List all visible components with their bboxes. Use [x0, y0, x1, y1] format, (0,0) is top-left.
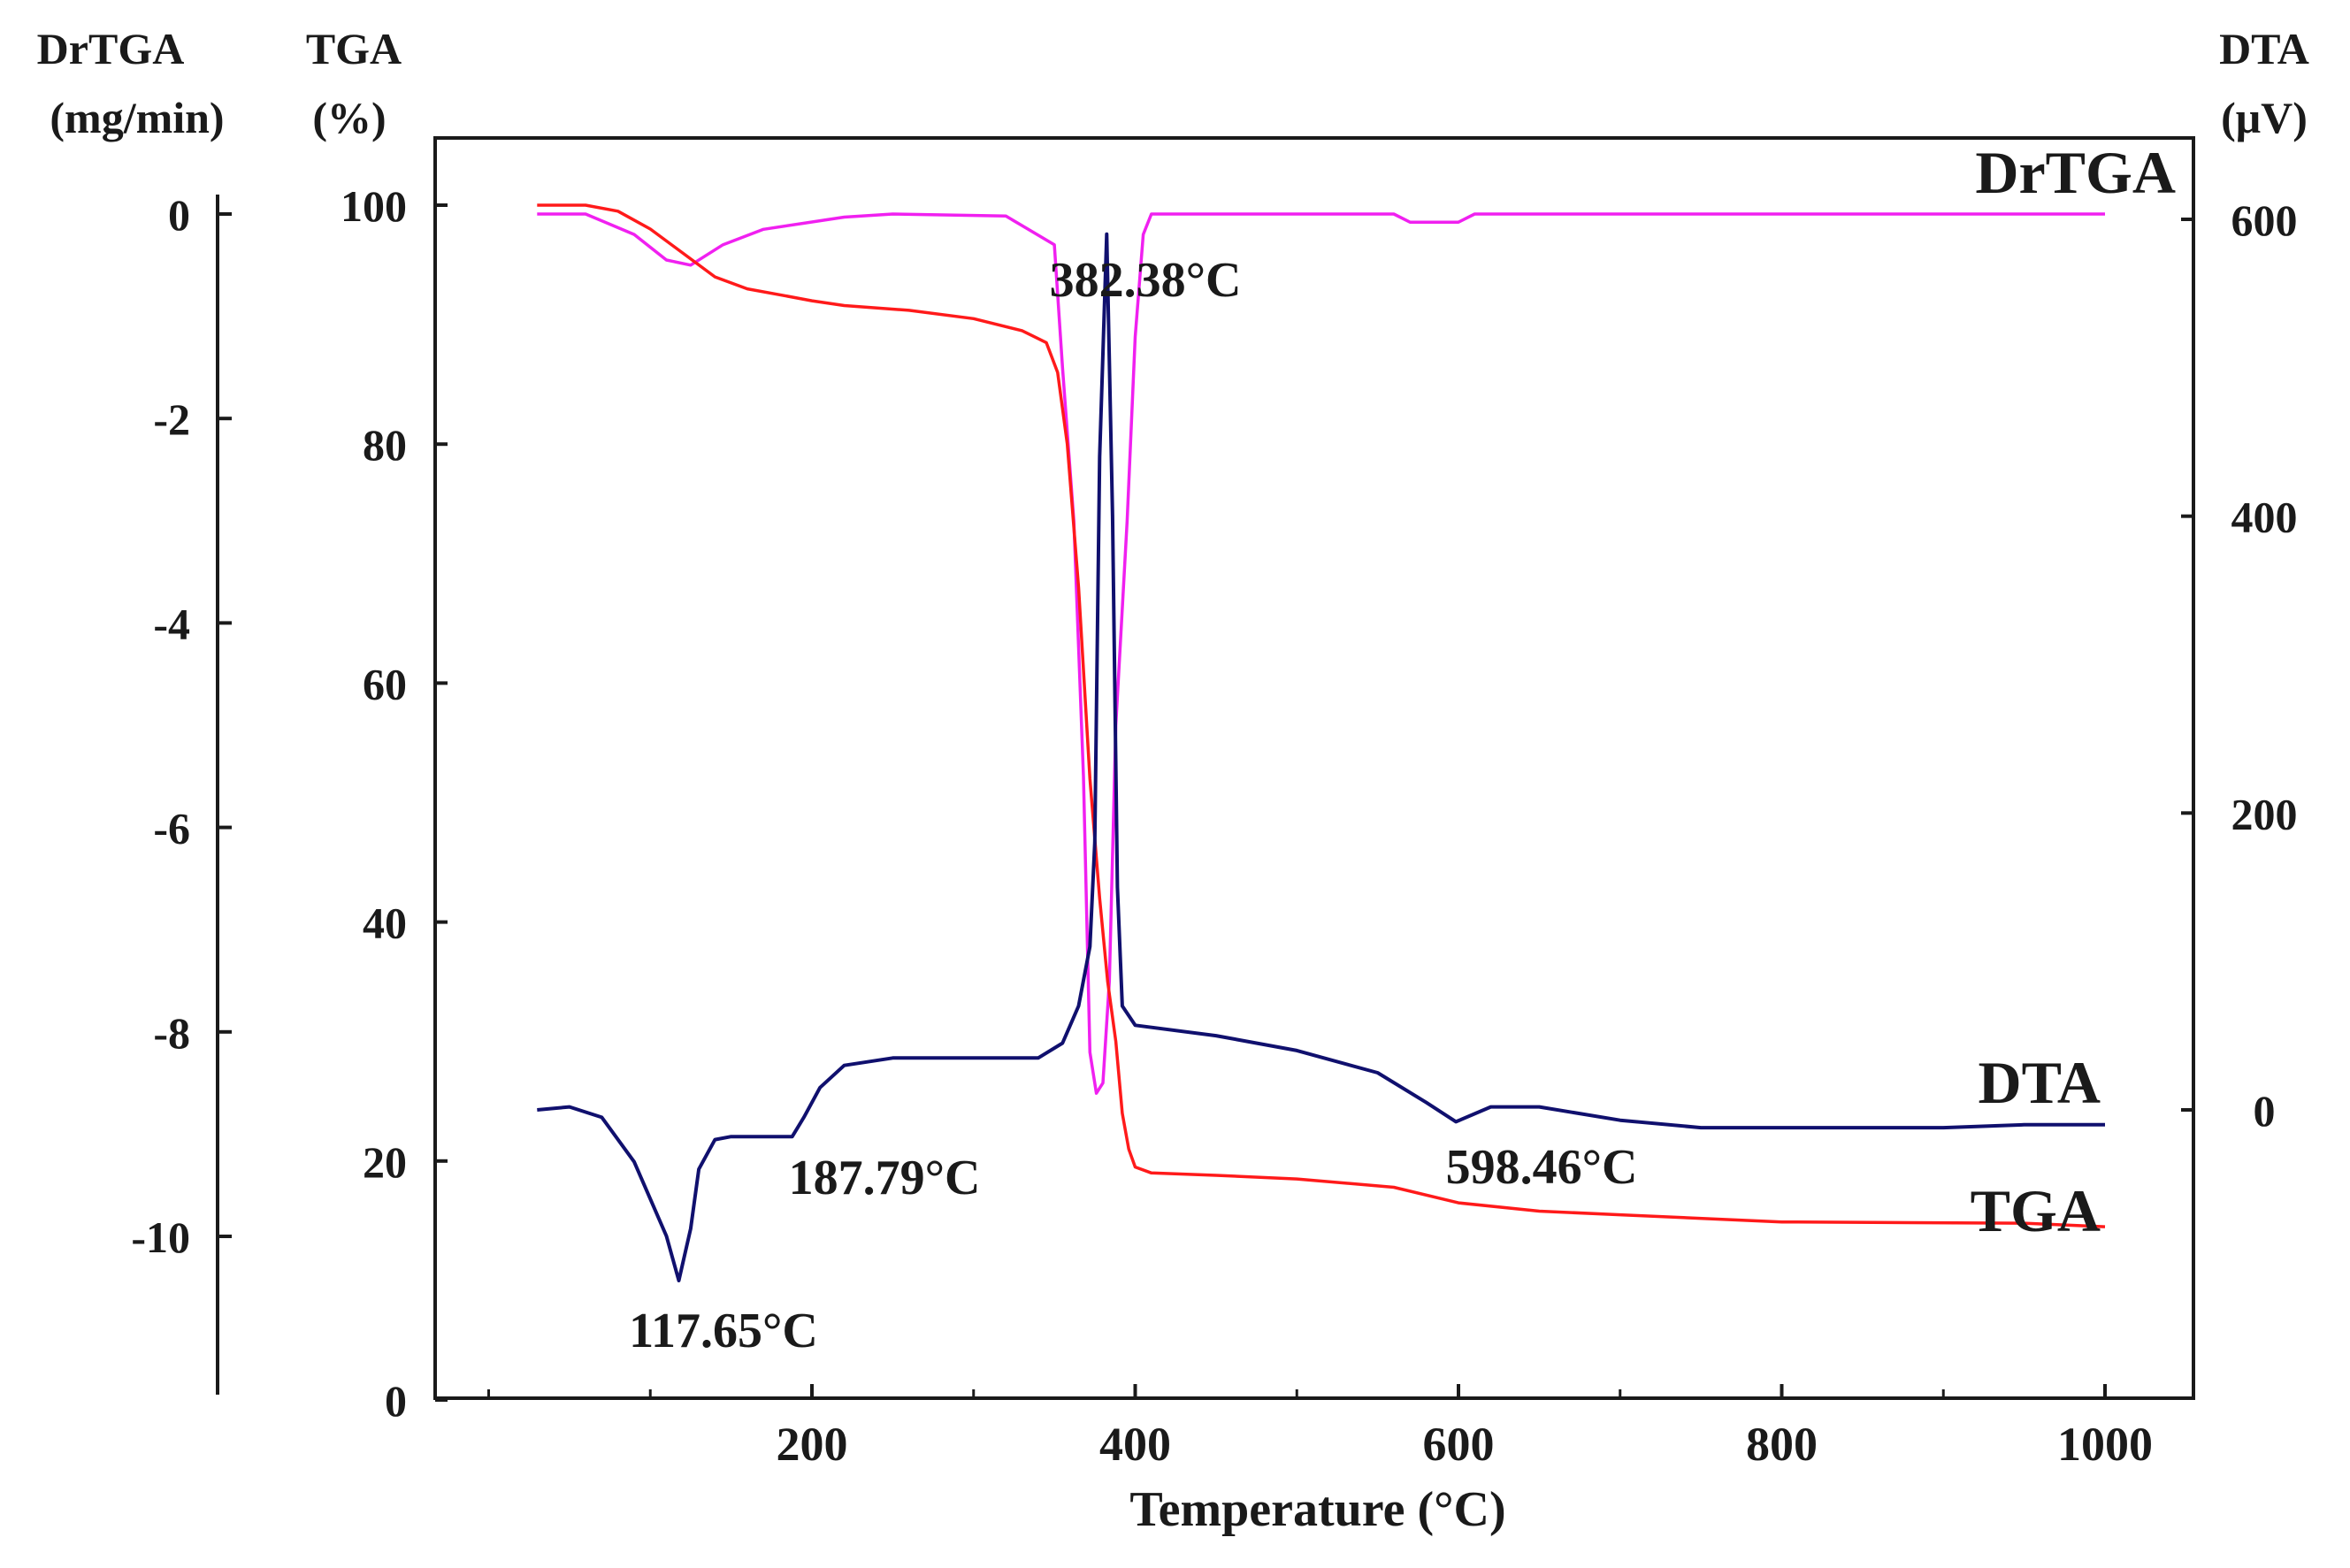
drtga-tick-label: -4 [153, 599, 190, 648]
tga-tick-label: 80 [363, 420, 407, 470]
tga-tick-label: 100 [341, 181, 407, 231]
x-tick-label: 400 [1099, 1418, 1171, 1471]
annotation-peak-187: 187.79°C [789, 1151, 981, 1205]
tga-tick-label: 0 [385, 1376, 407, 1426]
drtga-axis-label-line2: (mg/min) [50, 93, 224, 142]
annotation-peak-382: 382.38°C [1050, 253, 1242, 308]
dta-tick-label: 600 [2231, 195, 2298, 245]
drtga-tick-label: -8 [153, 1008, 190, 1058]
series-line-dta [537, 232, 2105, 1282]
series-label-tga: TGA [1971, 1177, 2101, 1244]
series-line-tga [537, 203, 2106, 1228]
annotation-peak-117: 117.65°C [629, 1304, 818, 1358]
dta-tick-label: 0 [2254, 1086, 2276, 1136]
series-line-drtga [537, 212, 2105, 1095]
dta-tick-label: 200 [2231, 789, 2298, 838]
series-label-drtga: DrTGA [1975, 139, 2176, 206]
x-axis: 200 400 600 800 1000 Temperature (°C) [487, 1384, 2153, 1537]
x-tick-label: 600 [1423, 1418, 1495, 1471]
drtga-tick-label: -6 [153, 804, 190, 853]
x-tick-label: 800 [1746, 1418, 1818, 1471]
drtga-axis-label-line1: DrTGA [37, 24, 185, 73]
tga-axis-label-line2: (%) [312, 93, 386, 142]
tga-tick-label: 60 [363, 659, 407, 708]
drtga-axis: DrTGA (mg/min) 0 -2 -4 -6 -8 -10 [37, 24, 232, 1395]
series-label-dta: DTA [1978, 1049, 2101, 1116]
x-axis-label: Temperature (°C) [1129, 1482, 1505, 1537]
drtga-tick-label: -2 [153, 394, 190, 444]
dta-axis-label-line2: (μV) [2221, 93, 2308, 142]
tga-axis: TGA (%) 100 80 60 40 20 0 [306, 24, 448, 1426]
dta-axis-label-line1: DTA [2219, 24, 2309, 73]
annotation-peak-598: 598.46°C [1446, 1140, 1638, 1195]
drtga-tick-label: 0 [168, 190, 190, 240]
dta-axis: DTA (μV) 600 400 200 0 [2181, 24, 2309, 1136]
tga-tick-label: 40 [363, 899, 407, 948]
dta-tick-label: 400 [2231, 493, 2298, 542]
tga-tick-label: 20 [363, 1137, 407, 1187]
x-tick-label: 1000 [2057, 1418, 2153, 1471]
plot-frame [433, 136, 2195, 1400]
drtga-tick-label: -10 [131, 1212, 190, 1262]
x-tick-label: 200 [777, 1418, 848, 1471]
tga-axis-label-line1: TGA [306, 24, 402, 73]
